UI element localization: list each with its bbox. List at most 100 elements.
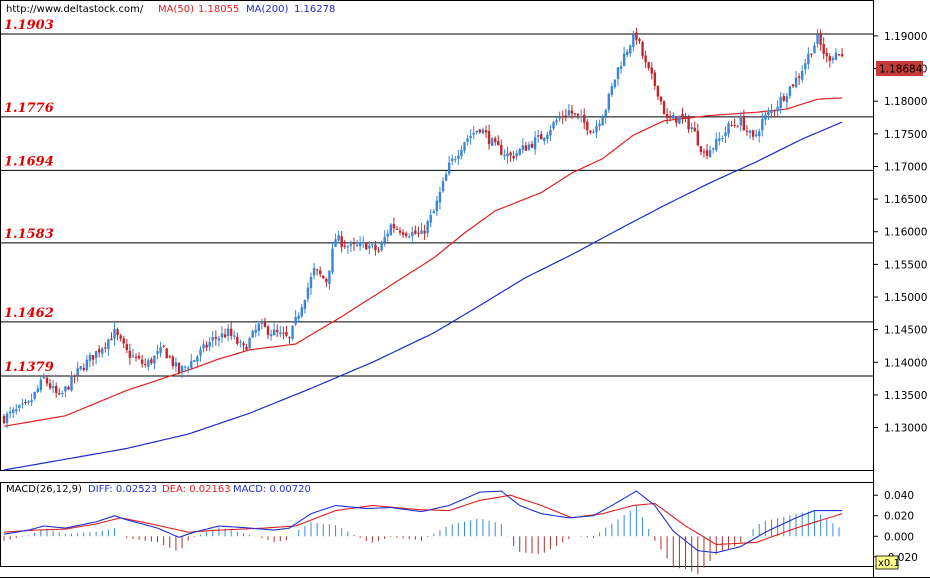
candle-body [223, 334, 227, 338]
candle-body [297, 315, 300, 319]
candle-body [401, 232, 405, 235]
macd-tick-label: 0.000 [884, 531, 914, 543]
candle-body [567, 110, 571, 116]
candle-body [441, 181, 445, 192]
candle-body [475, 130, 478, 133]
candle-body [5, 413, 9, 423]
y-tick-label: 1.17500 [884, 129, 927, 141]
candle-body [70, 375, 73, 391]
candle-body [291, 325, 294, 339]
candle-body [101, 348, 104, 354]
candle-body [481, 129, 485, 134]
macd-header-macd: MACD: 0.00720 [233, 484, 311, 495]
candle-body [42, 376, 46, 378]
candle-body [601, 117, 604, 126]
candle-body [8, 411, 12, 414]
candle-body [668, 116, 672, 119]
candle-body [251, 330, 254, 338]
candle-body [91, 355, 95, 360]
y-tick-label: 1.16000 [884, 227, 927, 239]
candle-body [174, 362, 178, 367]
candle-body [325, 278, 328, 283]
candle-body [233, 335, 236, 337]
candle-body [432, 211, 435, 214]
candle-body [549, 129, 552, 136]
candle-body [595, 125, 598, 133]
candle-body [724, 132, 727, 137]
candle-body [837, 54, 841, 56]
y-tick-label: 1.14500 [884, 325, 927, 337]
candle-body [693, 127, 696, 132]
candle-body [377, 250, 380, 252]
candle-body [340, 236, 343, 248]
candle-body [386, 233, 389, 237]
candle-body [727, 123, 730, 134]
candle-body [315, 269, 319, 271]
candle-body [797, 76, 801, 78]
candle-body [570, 110, 574, 114]
candle-body [460, 149, 463, 157]
candle-body [374, 244, 377, 251]
candle-body [131, 355, 135, 357]
candle-body [285, 331, 288, 336]
candle-body [306, 287, 310, 299]
candle-body [30, 400, 33, 403]
candle-body [97, 349, 101, 353]
candle-body [730, 124, 733, 126]
candle-body [834, 52, 838, 60]
candle-body [82, 368, 86, 370]
candle-body [33, 391, 36, 399]
candle-body [454, 159, 457, 161]
candle-body [656, 85, 660, 97]
candle-body [527, 144, 531, 150]
candle-body [2, 416, 6, 423]
diff-line [3, 490, 843, 554]
candle-body [592, 131, 595, 134]
candle-body [653, 72, 657, 86]
ma200-line [3, 121, 843, 471]
candle-body [110, 338, 113, 341]
candle-body [208, 342, 211, 347]
candle-body [392, 223, 396, 229]
candle-body [205, 344, 208, 348]
candle-body [435, 200, 439, 212]
candle-body [690, 127, 693, 129]
candle-body [113, 328, 116, 339]
candle-body [171, 356, 175, 367]
candle-body [487, 131, 491, 145]
candle-body [665, 114, 669, 118]
candle-body [245, 346, 248, 350]
candle-body [558, 117, 561, 119]
candle-body [715, 139, 718, 151]
candle-body [583, 114, 586, 123]
candle-body [672, 114, 675, 119]
candle-body [122, 338, 125, 344]
candle-body [696, 130, 700, 146]
candle-body [177, 362, 181, 374]
candle-body [629, 45, 632, 54]
candle-body [463, 142, 466, 151]
candle-body [503, 154, 506, 156]
candle-body [48, 383, 52, 389]
zoom-badge[interactable] [875, 555, 899, 570]
candle-body [104, 347, 107, 349]
candle-body [404, 233, 408, 236]
candle-body [54, 386, 58, 393]
candle-body [294, 316, 297, 325]
candle-body [638, 39, 641, 42]
candle-body [589, 130, 592, 133]
candle-body [300, 307, 303, 317]
candle-body [506, 153, 509, 157]
candle-body [518, 149, 521, 155]
level-label: 1.1379 [4, 360, 54, 375]
candle-body [140, 359, 144, 364]
candle-body [196, 356, 199, 362]
candle-body [444, 174, 448, 181]
header-url[interactable]: http://www.deltastock.com/ [6, 4, 144, 15]
candle-body [58, 393, 61, 395]
candle-body [530, 143, 534, 148]
candle-body [395, 228, 399, 230]
candle-body [67, 386, 70, 390]
candle-body [312, 268, 316, 276]
candle-body [269, 334, 273, 337]
